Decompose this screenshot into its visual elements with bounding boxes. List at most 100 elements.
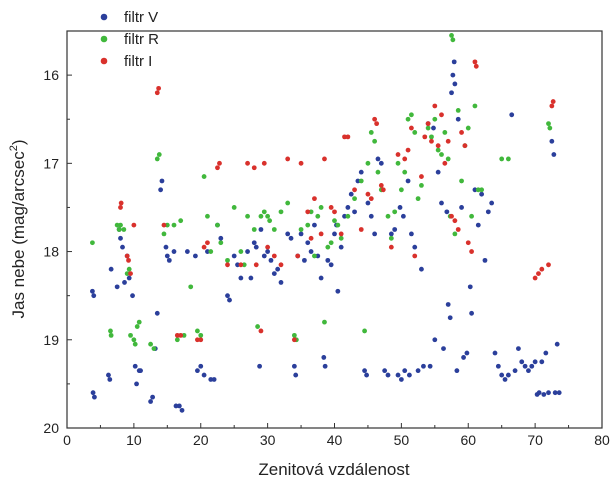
legend-label: filtr R xyxy=(124,31,159,48)
data-point xyxy=(335,222,341,228)
data-point xyxy=(298,231,304,237)
data-point xyxy=(251,165,257,171)
data-point xyxy=(198,363,204,369)
data-point xyxy=(114,284,120,290)
data-point xyxy=(419,182,424,188)
data-point xyxy=(419,174,424,179)
x-tick-label: 50 xyxy=(394,432,410,448)
data-point xyxy=(258,213,264,219)
data-point xyxy=(402,156,408,162)
data-point xyxy=(154,310,160,316)
data-point xyxy=(388,244,394,250)
data-point xyxy=(421,363,426,369)
data-point xyxy=(335,288,341,294)
data-point xyxy=(238,275,244,281)
data-point xyxy=(171,249,177,254)
data-point xyxy=(136,319,142,325)
data-point xyxy=(499,372,505,378)
data-point xyxy=(409,112,414,118)
data-point xyxy=(138,368,143,374)
data-point xyxy=(532,275,538,281)
data-point xyxy=(472,187,478,193)
data-point xyxy=(90,240,95,246)
data-point xyxy=(365,200,371,206)
data-point xyxy=(455,116,461,122)
data-point xyxy=(556,390,562,396)
legend-label: filtr V xyxy=(124,9,158,26)
data-point xyxy=(432,337,438,343)
data-point xyxy=(322,363,328,369)
data-point xyxy=(432,103,438,109)
data-point xyxy=(465,240,471,246)
data-point xyxy=(429,138,434,144)
data-point xyxy=(338,244,344,250)
y-axis-title-close: ) xyxy=(9,139,28,145)
data-point xyxy=(442,160,448,166)
data-point xyxy=(425,125,431,131)
data-point xyxy=(461,355,466,360)
data-point xyxy=(375,156,381,162)
data-point xyxy=(422,134,428,140)
data-point xyxy=(295,253,301,259)
data-point xyxy=(352,187,357,193)
data-point xyxy=(315,213,321,219)
data-point xyxy=(427,363,433,369)
data-point xyxy=(382,368,388,374)
data-point xyxy=(374,121,380,127)
data-point xyxy=(312,222,317,228)
data-point xyxy=(472,103,478,109)
data-point xyxy=(161,231,167,237)
y-axis-title-main: Jas nebe (mag/arcsec xyxy=(9,151,28,319)
data-point xyxy=(156,85,162,91)
data-point xyxy=(388,235,394,241)
data-point xyxy=(398,377,404,382)
data-point xyxy=(509,112,515,118)
data-point xyxy=(352,196,357,202)
data-point xyxy=(265,213,271,219)
data-point xyxy=(405,116,411,122)
data-point xyxy=(116,227,122,232)
data-point xyxy=(395,152,401,157)
data-point xyxy=(395,160,401,166)
data-point xyxy=(225,293,230,299)
data-point xyxy=(449,90,454,96)
data-point xyxy=(435,143,441,149)
data-point xyxy=(435,147,441,153)
data-point xyxy=(217,160,222,166)
data-point xyxy=(154,90,160,96)
data-point xyxy=(193,253,198,259)
legend-marker xyxy=(100,35,108,43)
x-axis-title: Zenitová vzdálenost xyxy=(258,460,409,479)
data-point xyxy=(362,328,367,334)
data-point xyxy=(332,209,337,215)
data-point xyxy=(315,253,321,259)
data-point xyxy=(342,134,347,140)
data-point xyxy=(148,399,153,404)
x-tick-label: 70 xyxy=(527,432,543,448)
data-point xyxy=(178,218,184,224)
data-point xyxy=(472,59,478,65)
data-point xyxy=(161,222,167,228)
x-tick-label: 80 xyxy=(594,432,610,448)
data-point xyxy=(345,213,351,219)
data-point xyxy=(118,222,123,228)
data-point xyxy=(450,37,456,43)
data-point xyxy=(179,407,185,413)
data-point xyxy=(325,244,331,250)
data-point xyxy=(312,253,317,259)
data-point xyxy=(485,209,491,215)
data-point xyxy=(166,257,172,263)
data-point xyxy=(308,209,314,215)
data-point xyxy=(126,257,131,263)
data-point xyxy=(375,169,381,175)
data-point xyxy=(547,125,553,131)
y-tick-label: 18 xyxy=(43,244,59,260)
legend-marker xyxy=(100,13,108,21)
data-point xyxy=(201,372,207,378)
data-point xyxy=(372,231,378,237)
data-point xyxy=(225,262,230,268)
data-point xyxy=(238,262,244,268)
data-point xyxy=(328,205,334,210)
data-point xyxy=(248,275,254,281)
y-tick-label: 20 xyxy=(43,420,59,436)
